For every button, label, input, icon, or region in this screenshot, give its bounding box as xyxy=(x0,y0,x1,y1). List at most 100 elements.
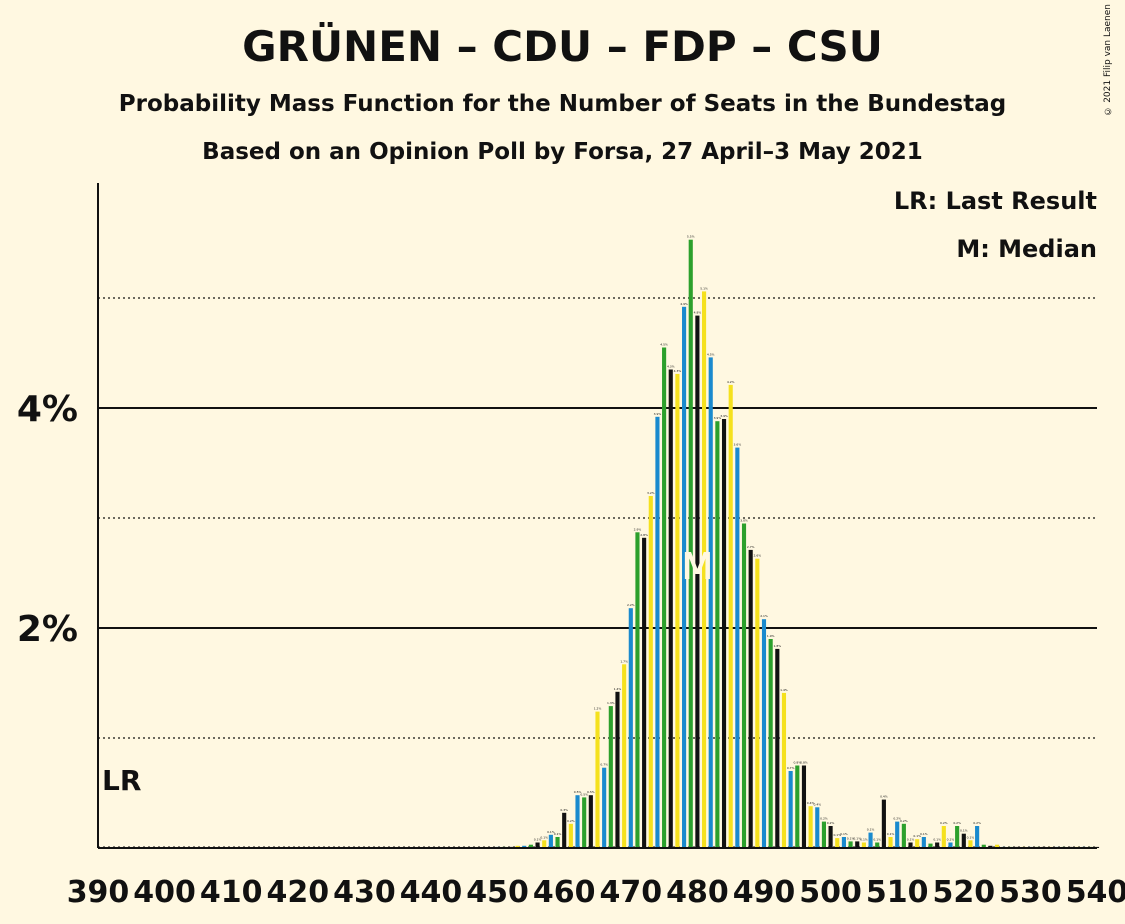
y-tick-label: 2% xyxy=(17,609,78,650)
bar-507 xyxy=(875,842,880,848)
bar-453 xyxy=(515,845,520,848)
bar-498 xyxy=(815,807,820,848)
bar-value-label: 2.8% xyxy=(640,533,648,537)
x-tick-label: 410 xyxy=(200,875,263,910)
bar-467 xyxy=(608,706,613,848)
x-tick-label: 430 xyxy=(333,875,396,910)
x-tick-label: 520 xyxy=(932,875,995,910)
bar-value-label: 4.3% xyxy=(667,365,675,369)
x-tick-label: 480 xyxy=(666,875,729,910)
chart-subtitle-poll: Based on an Opinion Poll by Forsa, 27 Ap… xyxy=(202,139,923,165)
x-tick-label: 540 xyxy=(1066,875,1125,910)
bar-494 xyxy=(788,771,793,848)
bar-value-label: 1.2% xyxy=(594,707,602,711)
x-tick-label: 420 xyxy=(266,875,329,910)
bar-value-label: 3.2% xyxy=(647,491,655,495)
bar-value-label: 4.2% xyxy=(727,380,735,384)
bar-value-label: 0.2% xyxy=(567,819,575,823)
x-tick-label: 440 xyxy=(400,875,463,910)
bar-value-label: 0.1% xyxy=(853,836,861,840)
bar-value-label: 0.1% xyxy=(967,835,975,839)
bar-value-label: 0.2% xyxy=(953,821,961,825)
bar-499 xyxy=(821,821,827,848)
bar-496 xyxy=(801,765,807,848)
bar-value-label: 0.1% xyxy=(860,838,868,842)
bar-value-label: 0.4% xyxy=(807,801,815,805)
bar-483 xyxy=(715,421,720,848)
bar-value-label: 0.5% xyxy=(574,790,582,794)
bar-485 xyxy=(728,384,733,848)
bar-501 xyxy=(835,838,840,848)
bar-504 xyxy=(855,841,860,848)
bar-value-label: 0.1% xyxy=(534,838,542,842)
bar-461 xyxy=(568,823,573,848)
bar-value-label: 2.7% xyxy=(747,545,755,549)
bar-489 xyxy=(755,558,760,848)
bar-474 xyxy=(655,416,660,848)
legend-median: M: Median xyxy=(956,235,1097,263)
bar-460 xyxy=(562,812,567,848)
bar-value-label: 0.1% xyxy=(960,829,968,833)
bar-520 xyxy=(961,833,966,848)
bar-value-label: 1.3% xyxy=(607,701,615,705)
bar-value-label: 4.9% xyxy=(680,302,688,306)
bar-value-label: 0.1% xyxy=(913,834,921,838)
bar-466 xyxy=(602,767,607,848)
last-result-marker: LR xyxy=(102,764,141,797)
bar-522 xyxy=(975,826,980,848)
bar-497 xyxy=(808,806,813,848)
bar-480 xyxy=(695,315,700,849)
bar-value-label: 0.5% xyxy=(587,790,595,794)
bar-value-label: 4.3% xyxy=(674,369,682,373)
bar-516 xyxy=(935,842,940,848)
bar-value-label: 0.1% xyxy=(887,832,895,836)
bar-value-label: 0.1% xyxy=(867,828,875,832)
bar-455 xyxy=(528,844,533,848)
bar-465 xyxy=(595,711,600,848)
bar-value-label: 3.9% xyxy=(714,416,722,420)
bar-value-label: 0.1% xyxy=(847,836,855,840)
bar-468 xyxy=(615,691,620,848)
bar-value-label: 0.4% xyxy=(880,795,888,799)
chart-title: GRÜNEN – CDU – FDP – CSU xyxy=(242,22,883,71)
bar-481 xyxy=(701,291,707,848)
bar-464 xyxy=(588,795,593,848)
bar-454 xyxy=(522,845,527,848)
bar-519 xyxy=(955,826,960,848)
x-tick-label: 400 xyxy=(133,875,196,910)
x-tick-labels: 390 400 410 420 430 440 450 460 470 480 490 500 510 5… xyxy=(67,875,1125,910)
bar-456 xyxy=(535,842,540,848)
bar-value-label: 3.9% xyxy=(720,414,728,418)
x-tick-label: 490 xyxy=(733,875,796,910)
bar-value-label: 2.1% xyxy=(760,614,768,618)
x-tick-label: 510 xyxy=(866,875,929,910)
bar-value-label: 3.0% xyxy=(740,519,748,523)
bar-value-label: 2.9% xyxy=(634,527,642,531)
bar-463 xyxy=(582,797,587,848)
median-marker: M xyxy=(682,547,713,588)
bar-value-label: 0.2% xyxy=(973,821,981,825)
bar-value-label: 5.1% xyxy=(700,286,708,290)
bar-502 xyxy=(841,837,846,848)
bar-521 xyxy=(968,840,973,848)
bar-value-label: 0.4% xyxy=(813,802,821,806)
legend-last-result: LR: Last Result xyxy=(894,187,1097,215)
bar-value-label: 2.6% xyxy=(754,554,762,558)
bar-508 xyxy=(881,799,886,848)
bar-505 xyxy=(861,842,866,848)
bar-value-label: 0.1% xyxy=(840,832,848,836)
bar-512 xyxy=(908,842,913,848)
bar-value-label: 0.2% xyxy=(820,817,828,821)
bar-492 xyxy=(775,648,780,848)
bar-value-label: 5.5% xyxy=(687,235,695,239)
bar-value-label: 0.2% xyxy=(893,817,901,821)
bar-515 xyxy=(928,843,933,848)
bar-509 xyxy=(888,837,893,848)
x-tick-label: 460 xyxy=(533,875,596,910)
bar-487 xyxy=(741,523,747,848)
bar-513 xyxy=(915,839,920,848)
bar-491 xyxy=(768,639,773,848)
bar-value-label: 4.8% xyxy=(694,311,702,315)
bar-524 xyxy=(988,845,993,848)
bar-value-label: 0.1% xyxy=(873,838,881,842)
